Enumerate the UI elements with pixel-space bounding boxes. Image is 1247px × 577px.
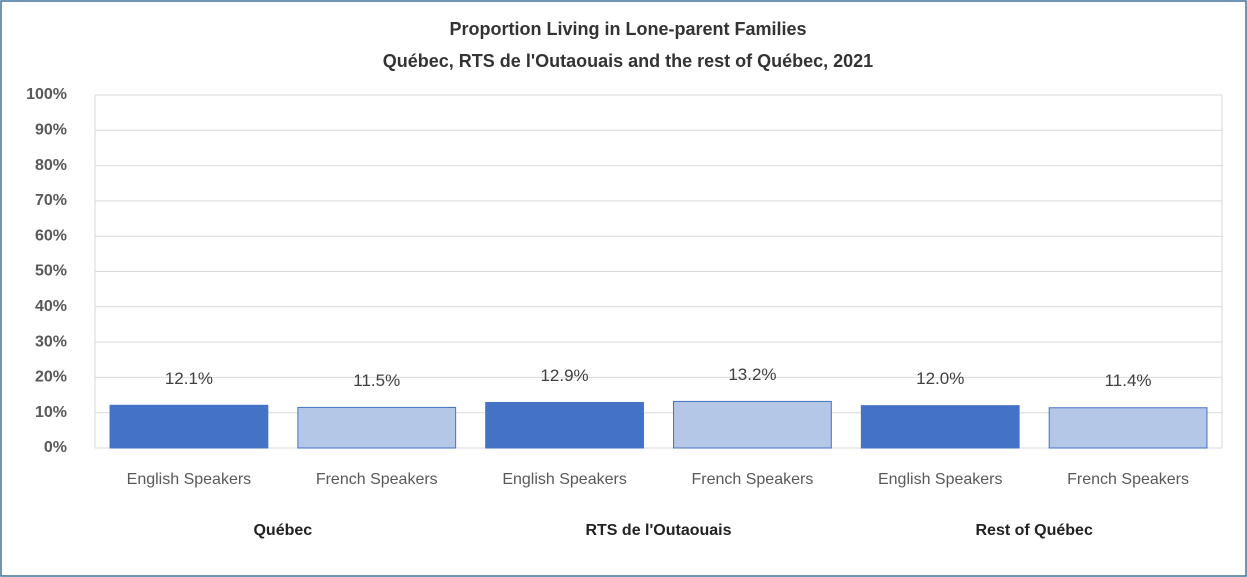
x-tick-label: English Speakers: [502, 471, 627, 488]
group-label: Rest of Québec: [975, 522, 1092, 539]
y-tick-label: 90%: [35, 122, 67, 139]
y-tick-label: 40%: [35, 298, 67, 315]
bar: [860, 405, 1020, 449]
y-tick-label: 100%: [26, 86, 67, 103]
x-tick-label: French Speakers: [316, 471, 438, 488]
bar: [297, 406, 457, 449]
y-tick-label: 70%: [35, 192, 67, 209]
y-tick-label: 20%: [35, 369, 67, 386]
value-label: 12.9%: [540, 366, 588, 385]
value-label: 13.2%: [728, 365, 776, 384]
group-label: RTS de l'Outaouais: [585, 522, 731, 539]
chart-title: Proportion Living in Lone-parent Familie…: [449, 19, 806, 39]
value-label: 12.1%: [165, 369, 213, 388]
value-label: 11.4%: [1105, 371, 1152, 390]
bar: [109, 404, 269, 449]
bar: [485, 401, 644, 449]
bar: [673, 400, 832, 449]
y-tick-label: 0%: [44, 439, 67, 456]
y-tick-label: 50%: [35, 263, 67, 280]
value-label: 11.5%: [353, 371, 400, 390]
y-tick-label: 60%: [35, 227, 67, 244]
value-label: 12.0%: [916, 369, 964, 388]
group-label: Québec: [253, 522, 312, 539]
x-tick-label: English Speakers: [127, 471, 252, 488]
x-tick-label: French Speakers: [691, 471, 813, 488]
x-tick-label: French Speakers: [1067, 471, 1189, 488]
y-tick-label: 10%: [35, 404, 67, 421]
bar: [1048, 407, 1208, 449]
y-tick-label: 30%: [35, 333, 67, 350]
x-tick-label: English Speakers: [878, 471, 1003, 488]
y-tick-label: 80%: [35, 157, 67, 174]
chart-subtitle: Québec, RTS de l'Outaouais and the rest …: [383, 51, 873, 71]
